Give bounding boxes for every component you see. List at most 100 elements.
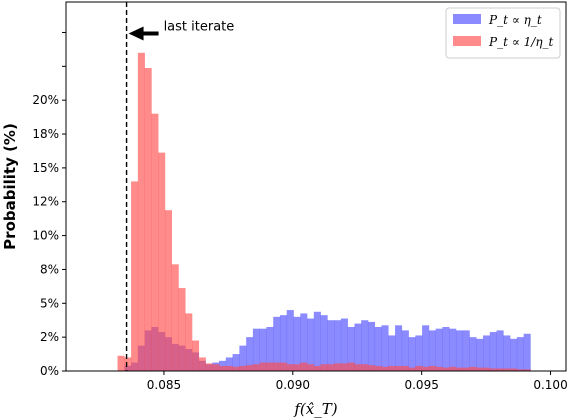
annotation: last iterate	[128, 19, 235, 41]
legend: P_t ∝ η_t P_t ∝ 1/η_t	[445, 7, 561, 59]
bars-layer	[117, 52, 531, 371]
histogram-bar	[117, 355, 125, 371]
histogram-bar	[171, 264, 179, 371]
histogram-bar	[374, 365, 382, 371]
histogram-bar	[401, 365, 409, 371]
histogram-bar	[415, 365, 423, 371]
histogram-bar	[361, 320, 369, 371]
annotation-text: last iterate	[164, 19, 235, 34]
histogram-bar	[307, 364, 315, 371]
histogram-bar	[151, 113, 159, 371]
histogram-bar	[374, 326, 382, 371]
histogram-bar	[219, 360, 227, 371]
histogram-bar	[483, 367, 491, 371]
histogram-bar	[523, 369, 531, 371]
histogram-bar	[137, 52, 145, 371]
legend-swatch	[453, 36, 481, 46]
histogram-bar	[435, 366, 443, 371]
histogram-bar	[205, 363, 213, 371]
legend-label: P_t ∝ η_t	[488, 13, 542, 27]
histogram-bar	[327, 364, 335, 371]
histogram-bar	[225, 357, 233, 371]
histogram-bar	[455, 330, 464, 371]
histogram-bar	[347, 326, 355, 371]
histogram-bar	[259, 362, 267, 371]
histogram-bar	[239, 345, 247, 371]
histogram-bar	[144, 68, 152, 371]
histogram-bar	[388, 335, 396, 371]
histogram-bar	[164, 210, 172, 371]
histogram-bar	[286, 364, 294, 371]
histogram-bar	[158, 152, 166, 371]
histogram-bar	[361, 364, 369, 371]
histogram-bar	[185, 313, 193, 371]
histogram-bar	[327, 320, 335, 371]
x-axis-label: f(x̂_T)	[293, 400, 337, 418]
histogram-bar	[489, 368, 497, 371]
x-tick-label: 0.095	[404, 378, 438, 392]
histogram-bar	[523, 333, 531, 371]
histogram-bar	[124, 357, 132, 371]
legend-swatch	[453, 14, 481, 24]
histogram-bar	[286, 310, 294, 371]
y-tick-label: 0%	[40, 364, 59, 378]
histogram-bar	[246, 365, 254, 371]
y-axis-label: Probability (%)	[1, 123, 19, 250]
histogram-bar	[503, 368, 511, 371]
histogram-bar	[212, 364, 220, 371]
histogram-bar	[395, 325, 403, 371]
histogram-bar	[239, 365, 247, 371]
histogram-bar	[408, 337, 416, 371]
histogram-bar	[428, 330, 436, 371]
histogram-bar	[334, 320, 342, 371]
histogram-bar	[489, 332, 497, 371]
histogram-bar	[503, 335, 511, 371]
histogram-bar	[381, 325, 389, 371]
y-tick-label: 5%	[40, 296, 59, 310]
histogram-bar	[232, 354, 240, 371]
plot-frame	[65, 1, 567, 372]
histogram-bar	[422, 325, 430, 371]
histogram-bar	[401, 330, 409, 371]
y-tick-label: 12%	[32, 195, 59, 209]
y-tick-label: 2%	[40, 330, 59, 344]
histogram-bar	[259, 328, 267, 371]
histogram-bar	[279, 315, 288, 371]
histogram-bar	[476, 367, 484, 371]
histogram-bar	[408, 367, 416, 371]
histogram-bar	[449, 328, 457, 371]
histogram-bar	[435, 328, 443, 371]
annotation-arrow-head	[128, 26, 144, 41]
histogram-bar	[462, 330, 470, 371]
histogram-bar	[313, 311, 321, 371]
histogram-bar	[219, 365, 227, 371]
histogram-bar	[367, 365, 376, 371]
histogram-bar	[462, 367, 470, 371]
histogram-bar	[293, 316, 301, 371]
histogram-bar	[388, 365, 396, 371]
histogram-bar	[340, 363, 348, 371]
histogram-bar	[354, 323, 362, 371]
histogram-bar	[266, 362, 274, 371]
histogram-bar	[307, 318, 315, 371]
histogram-bar	[428, 365, 436, 371]
histogram-bar	[313, 365, 321, 371]
histogram-bar	[442, 326, 450, 371]
histogram-bar	[347, 362, 355, 371]
histogram-bar	[232, 366, 240, 371]
histogram-bar	[455, 367, 464, 371]
y-tick-label: 15%	[32, 161, 59, 175]
x-tick-label: 0.100	[533, 378, 567, 392]
histogram-bar	[279, 362, 288, 371]
histogram-bar	[334, 363, 342, 371]
histogram-bar	[516, 369, 524, 371]
histogram-bar	[510, 338, 518, 371]
y-axis: 0% 2% 5% 8% 10% 12% 15% 18% 20%	[32, 31, 66, 378]
histogram-bar	[442, 367, 450, 371]
histogram-bar	[266, 326, 274, 371]
histogram-bar	[483, 335, 491, 371]
x-tick-label: 0.085	[147, 378, 181, 392]
histogram-bar	[381, 366, 389, 371]
series-0	[124, 310, 531, 371]
histogram-bar	[422, 366, 430, 371]
